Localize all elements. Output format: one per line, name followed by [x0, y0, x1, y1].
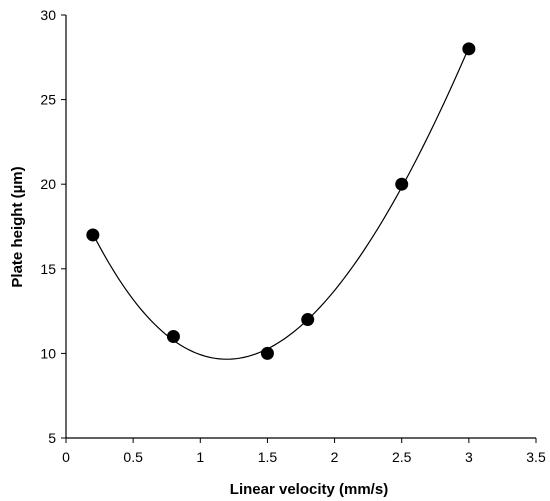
x-tick-label: 0.5	[123, 449, 143, 465]
x-tick-label: 3.5	[526, 449, 546, 465]
y-tick-label: 15	[40, 261, 56, 277]
data-point	[86, 228, 100, 242]
data-point	[395, 177, 409, 191]
trend-line	[92, 47, 470, 360]
data-point	[462, 42, 476, 56]
y-tick-label: 5	[48, 430, 56, 446]
y-tick-label: 20	[40, 176, 56, 192]
x-tick-label: 0	[62, 449, 70, 465]
x-tick-label: 3	[465, 449, 473, 465]
axes	[65, 15, 536, 439]
x-tick-label: 2.5	[392, 449, 412, 465]
x-tick-label: 1.5	[258, 449, 278, 465]
y-axis-title: Plate height (µm)	[9, 166, 26, 287]
data-points	[86, 42, 476, 360]
y-tick-label: 25	[40, 92, 56, 108]
x-tick-label: 1	[196, 449, 204, 465]
x-axis-title: Linear velocity (mm/s)	[230, 481, 388, 498]
data-point	[166, 329, 180, 343]
y-tick-label: 30	[40, 7, 56, 23]
y-tick-label: 10	[40, 345, 56, 361]
x-ticks: 0 0.5 1 1.5 2 2.5 3 3.5	[62, 438, 546, 465]
data-point	[260, 346, 274, 360]
x-tick-label: 2	[331, 449, 339, 465]
y-ticks: 5 10 15 20 25 30	[40, 7, 66, 446]
data-point	[301, 313, 315, 327]
